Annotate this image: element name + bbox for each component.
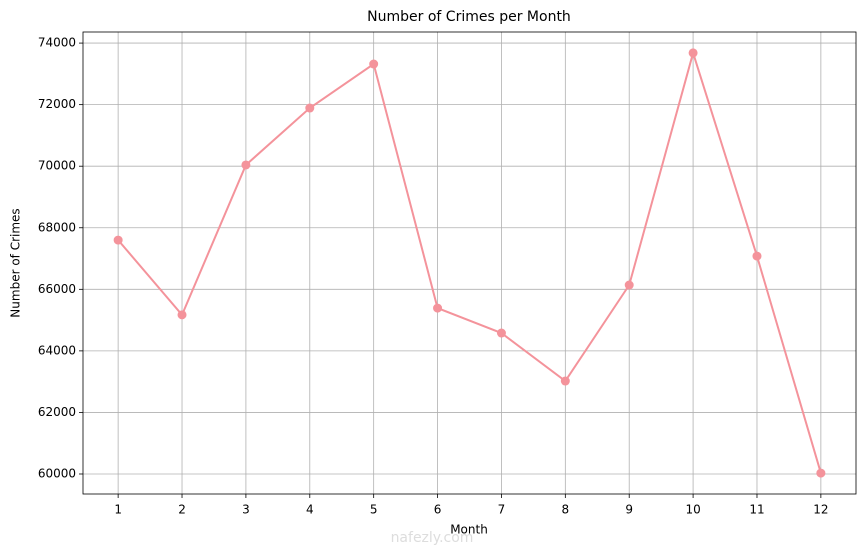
x-tick-label: 5	[370, 503, 378, 517]
y-tick-label: 64000	[38, 343, 76, 357]
x-tick-label: 6	[434, 503, 442, 517]
marker	[688, 48, 698, 58]
y-tick-label: 72000	[38, 97, 76, 111]
y-tick-label: 70000	[38, 159, 76, 173]
y-axis-label: Number of Crimes	[9, 208, 23, 317]
chart-title: Number of Crimes per Month	[367, 9, 571, 25]
x-tick-label: 2	[178, 503, 186, 517]
x-tick-label: 1	[114, 503, 122, 517]
line	[117, 49, 822, 474]
x-axis-label: Month	[450, 523, 488, 537]
y-tick-label: 62000	[38, 405, 76, 419]
x-tick-label: 10	[685, 503, 700, 517]
marker	[496, 328, 506, 338]
y-tick-label: 60000	[38, 466, 76, 480]
marker	[241, 160, 251, 170]
x-tick-label: 3	[242, 503, 250, 517]
plot-frame	[82, 31, 857, 495]
y-tick-label: 74000	[38, 36, 76, 50]
x-tick-label: 11	[749, 503, 764, 517]
marker	[433, 303, 443, 313]
x-tick-label: 8	[562, 503, 570, 517]
marker	[305, 103, 315, 113]
x-tick-label: 4	[306, 503, 314, 517]
marker	[624, 280, 634, 290]
marker	[816, 468, 826, 478]
marker	[177, 310, 187, 320]
y-tick-label: 66000	[38, 282, 76, 296]
y-tick-label: 68000	[38, 220, 76, 234]
marker	[752, 251, 762, 261]
x-tick-label: 7	[498, 503, 506, 517]
marker	[369, 59, 379, 69]
x-tick-label: 9	[625, 503, 633, 517]
watermark: nafezly.com	[391, 530, 474, 546]
marker	[113, 235, 123, 245]
x-tick-label: 12	[813, 503, 828, 517]
marker	[560, 376, 570, 386]
